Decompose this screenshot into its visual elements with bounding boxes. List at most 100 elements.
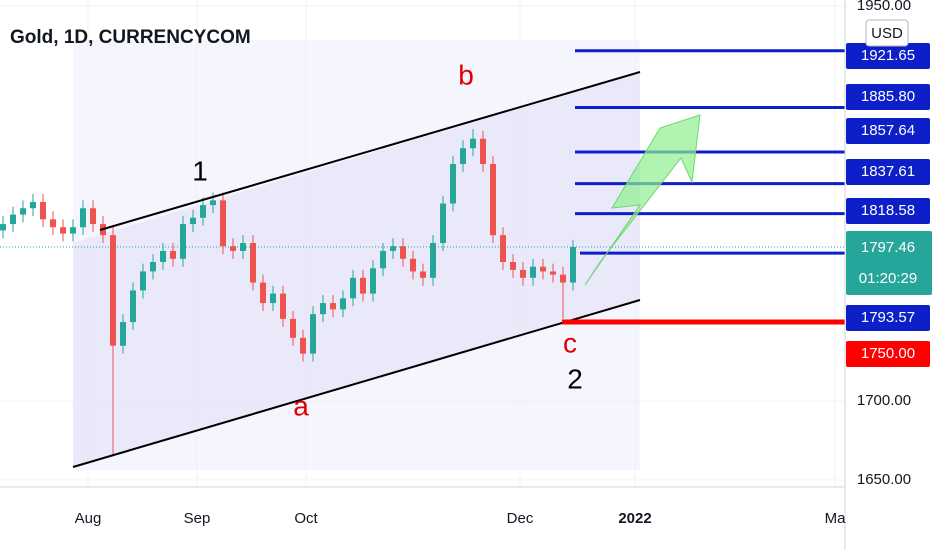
candle-body — [380, 250, 386, 269]
candle-body — [510, 261, 516, 270]
candle-body — [520, 269, 526, 278]
candle-body — [420, 271, 426, 278]
level-label-box — [846, 159, 930, 185]
candle-body — [140, 271, 146, 291]
x-tick-label: 2022 — [618, 510, 651, 527]
last-price-label: 1797.46 — [861, 239, 915, 256]
chart-title: Gold, 1D, CURRENCYCOM — [10, 27, 251, 48]
candle-body — [350, 277, 356, 299]
channel-box — [73, 40, 640, 470]
candle-body — [310, 314, 316, 354]
candle-body — [210, 200, 216, 206]
candle-body — [160, 250, 166, 262]
candle-body — [500, 235, 506, 262]
currency-label[interactable]: USD — [871, 25, 903, 42]
level-label: 1793.57 — [861, 309, 915, 326]
x-tick-label: Ma — [825, 510, 846, 527]
candle-body — [70, 227, 76, 234]
level-label-box — [846, 118, 930, 144]
levels — [0, 49, 845, 325]
candle-body — [200, 205, 206, 218]
currency-box[interactable] — [865, 19, 909, 47]
level-label-box — [846, 305, 930, 331]
stop-label: 1750.00 — [861, 345, 915, 362]
candle-body — [530, 266, 536, 278]
candle-body — [90, 208, 96, 225]
candle-body — [490, 164, 496, 236]
candle-body — [390, 246, 396, 251]
candle-body — [60, 227, 66, 234]
candle-body — [250, 243, 256, 283]
candle-body — [470, 138, 476, 149]
candle-body — [130, 290, 136, 323]
time-axis-bg — [0, 487, 932, 550]
channel-fill — [73, 72, 640, 467]
candle-body — [340, 298, 346, 310]
candle-body — [220, 200, 226, 247]
y-tick-label: 1650.00 — [857, 471, 911, 488]
candle-body — [270, 293, 276, 304]
candle-body — [300, 337, 306, 354]
candle-body — [430, 243, 436, 278]
wave-label: c — [563, 327, 577, 358]
candle-body — [180, 224, 186, 259]
candle-body — [10, 214, 16, 225]
wave-label: 1 — [192, 155, 208, 186]
level-label: 1921.65 — [861, 47, 915, 64]
axes: Aug Sep Oct Dec 2022 Ma 1650.00 1700.00 1950.00 1… — [75, 0, 932, 527]
candle-body — [40, 201, 46, 220]
level-label: 1857.64 — [861, 122, 915, 139]
x-tick-label: Dec — [507, 510, 534, 527]
level-label-box — [846, 43, 930, 69]
level-label: 1885.80 — [861, 88, 915, 105]
candle-body — [360, 277, 366, 294]
wave-label: b — [458, 59, 474, 90]
candle-body — [570, 247, 576, 283]
candle-body — [280, 293, 286, 319]
candle-body — [370, 268, 376, 294]
candle-body — [540, 266, 546, 272]
candle-body — [330, 303, 336, 310]
level-label-box — [846, 198, 930, 224]
last-price-box — [846, 231, 932, 295]
candle-body — [110, 235, 116, 346]
candle-body — [320, 303, 326, 315]
candle-body — [260, 282, 266, 304]
candle-body — [230, 246, 236, 251]
candle-body — [50, 219, 56, 228]
candle-body — [460, 148, 466, 165]
candle-body — [120, 322, 126, 346]
candle-body — [20, 208, 26, 215]
candle-body — [410, 258, 416, 272]
wave-label: 2 — [567, 363, 583, 394]
wave-label: a — [293, 390, 309, 421]
x-tick-label: Aug — [75, 510, 102, 527]
x-tick-label: Oct — [294, 510, 318, 527]
level-label: 1818.58 — [861, 202, 915, 219]
candles — [0, 129, 576, 457]
candle-body — [550, 271, 556, 275]
candle-body — [450, 164, 456, 204]
y-tick-label: 1950.00 — [857, 0, 911, 14]
countdown-label: 01:20:29 — [859, 270, 917, 287]
level-label: 1837.61 — [861, 163, 915, 180]
stop-label-box — [846, 341, 930, 367]
candle-body — [440, 203, 446, 244]
candle-body — [400, 246, 406, 259]
candle-body — [190, 217, 196, 225]
candle-body — [170, 250, 176, 259]
candle-body — [30, 201, 36, 209]
candle-body — [80, 208, 86, 228]
channel-lower — [72, 299, 641, 468]
channel-upper — [99, 71, 641, 231]
candle-body — [290, 318, 296, 338]
x-tick-label: Sep — [184, 510, 211, 527]
projection-arrow — [584, 114, 701, 286]
candle-body — [480, 138, 486, 165]
level-label-box — [846, 84, 930, 110]
candle-body — [560, 274, 566, 283]
candle-body — [150, 261, 156, 272]
candle-body — [0, 224, 6, 231]
y-tick-label: 1700.00 — [857, 392, 911, 409]
